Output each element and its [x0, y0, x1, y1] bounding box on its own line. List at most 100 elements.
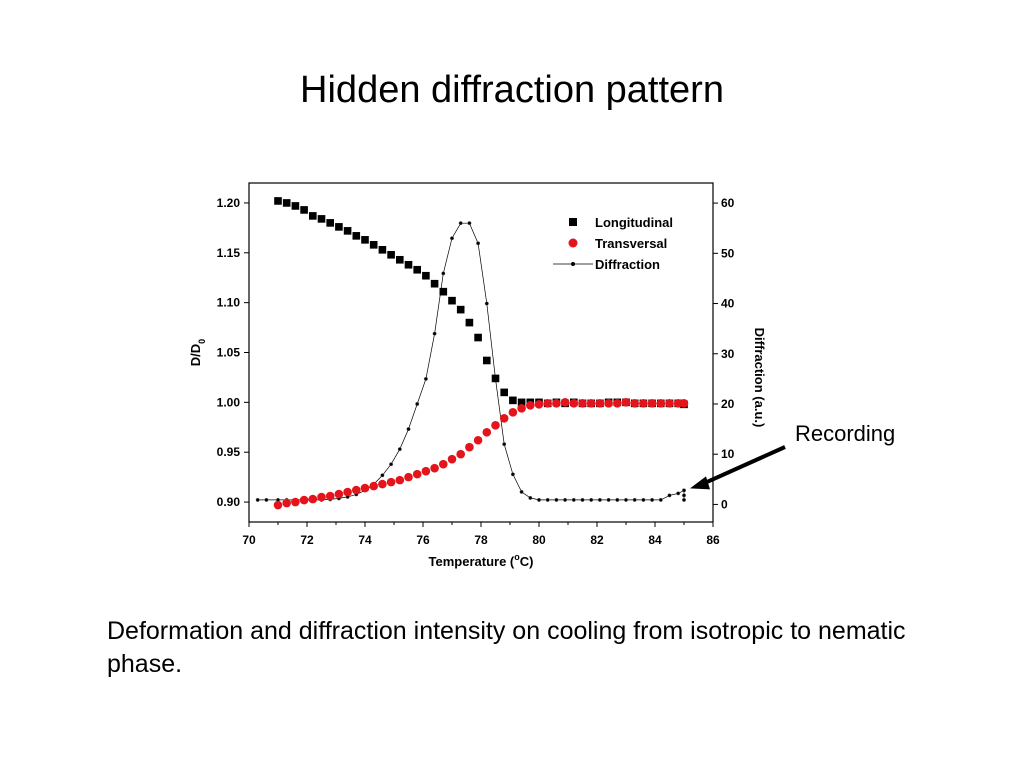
y2-tick-label: 40 [721, 297, 735, 311]
y2-axis-label: Diffraction (a.u.) [752, 328, 767, 428]
longitudinal-point [378, 246, 387, 254]
diffraction-point [682, 488, 687, 493]
transversal-point [552, 399, 561, 408]
legend-marker-longitudinal [569, 218, 577, 226]
plot-border [248, 182, 714, 523]
diffraction-point [624, 497, 629, 502]
y2-tick-label: 0 [721, 497, 728, 511]
x-tick-label: 80 [532, 533, 546, 547]
transversal-point [621, 398, 631, 407]
transversal-point [526, 401, 535, 410]
y-axis-label-main: D/D [188, 344, 203, 366]
transversal-point [543, 399, 552, 408]
y-tick-label: 1.00 [217, 395, 241, 409]
longitudinal-point [309, 212, 317, 220]
longitudinal-point [274, 197, 282, 205]
longitudinal-point [369, 241, 378, 249]
x-tick-label: 86 [706, 533, 720, 547]
transversal-point [473, 435, 483, 445]
diffraction-point [484, 301, 489, 306]
recording-label: Recording [795, 421, 895, 446]
legend-label-transversal: Transversal [595, 236, 667, 251]
transversal-point [412, 469, 422, 479]
recording-annotation: Recording [690, 421, 895, 490]
y-tick-label: 0.95 [217, 445, 241, 459]
diffraction-point [580, 497, 585, 502]
longitudinal-point [465, 318, 474, 327]
diffraction-point [554, 497, 559, 502]
y-tick-label: 1.10 [217, 296, 241, 310]
plot-frame [248, 182, 714, 523]
x-tick-label: 76 [416, 533, 430, 547]
transversal-point [647, 399, 657, 408]
y2-tick-label: 30 [721, 347, 735, 361]
diffraction-point [519, 489, 524, 494]
y2-tick-label: 50 [721, 246, 735, 260]
diffraction-point [502, 442, 507, 447]
slide-caption: Deformation and diffraction intensity on… [107, 617, 906, 678]
x-tick-label: 70 [242, 533, 256, 547]
longitudinal-point [361, 236, 369, 244]
longitudinal-point [517, 398, 526, 407]
diffraction-point [406, 427, 411, 432]
transversal-point [447, 454, 457, 464]
transversal-point [569, 399, 579, 408]
y-axis-ticks: 0.90 0.95 1.00 1.05 1.10 1.15 1.20 [217, 196, 249, 509]
diffraction-point [389, 462, 394, 467]
transversal-point [465, 442, 474, 452]
diffraction-point [676, 491, 681, 496]
transversal-point [317, 492, 326, 502]
longitudinal-point [448, 296, 456, 305]
transversal-point [282, 498, 292, 508]
longitudinal-point [509, 396, 517, 405]
x-tick-label: 84 [648, 533, 662, 547]
transversal-point [534, 400, 544, 409]
diffraction-point [441, 271, 446, 276]
legend-label-longitudinal: Longitudinal [595, 215, 673, 230]
y-tick-label: 1.20 [217, 196, 241, 210]
x-axis-label: Temperature (oC) [429, 552, 534, 569]
transversal-point [299, 495, 309, 505]
x-axis-label-main: Temperature ( [429, 554, 515, 569]
longitudinal-point [387, 250, 395, 259]
longitudinal-point [483, 356, 491, 365]
y-axis-label-sub: 0 [197, 339, 207, 344]
transversal-point [352, 485, 361, 495]
transversal-point [378, 479, 387, 489]
x-axis-label-end: C) [520, 554, 534, 569]
transversal-point [665, 399, 674, 408]
diffraction-point [397, 447, 402, 452]
transversal-point [482, 427, 492, 437]
diffraction-point [545, 497, 550, 502]
diffraction-point [658, 497, 663, 502]
transversal-point [613, 399, 622, 408]
longitudinal-point [300, 206, 308, 214]
transversal-point [630, 399, 639, 408]
y2-axis-ticks: 0 10 20 30 40 50 60 [713, 196, 735, 511]
x-axis-label-sup: o [514, 552, 520, 562]
diffraction-point [476, 241, 481, 246]
legend-marker-transversal [568, 238, 578, 248]
transversal-point [360, 483, 370, 493]
diffraction-point [537, 497, 542, 502]
chart: 0.90 0.95 1.00 1.05 1.10 1.15 1.20 0 10 20 30 40 50… [188, 182, 895, 569]
diffraction-point [641, 497, 646, 502]
y-tick-label: 1.15 [217, 246, 241, 260]
y2-tick-label: 10 [721, 447, 735, 461]
y2-tick-label: 20 [721, 397, 735, 411]
longitudinal-point [282, 199, 291, 207]
diffraction-point [597, 497, 602, 502]
transversal-point [456, 449, 466, 459]
x-axis-ticks: 70 72 74 76 78 80 82 84 86 [242, 522, 720, 547]
longitudinal-point [430, 279, 439, 288]
diffraction-point [255, 497, 260, 502]
legend: Longitudinal Transversal Diffraction [553, 215, 673, 272]
transversal-point [656, 399, 666, 408]
y-tick-label: 0.90 [217, 495, 241, 509]
transversal-point [586, 399, 596, 408]
diffraction-point [571, 497, 576, 502]
transversal-point [404, 472, 413, 482]
x-tick-label: 78 [474, 533, 488, 547]
longitudinal-point [343, 227, 352, 235]
diffraction-point [450, 236, 455, 241]
